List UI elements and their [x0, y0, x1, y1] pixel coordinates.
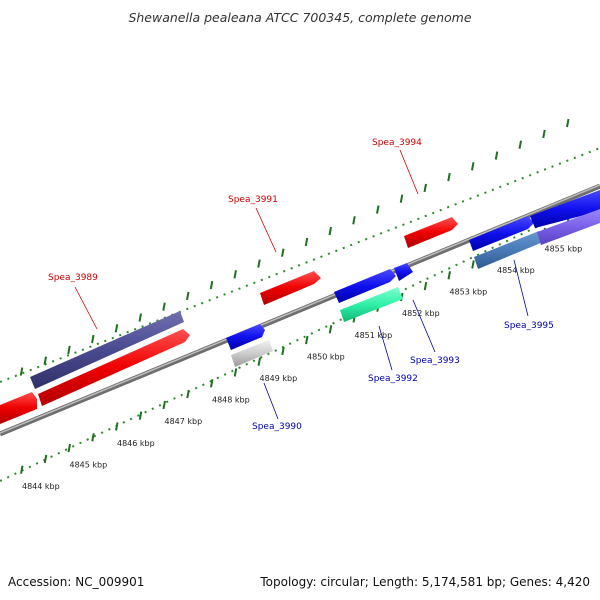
- lower-major-tick: [115, 422, 119, 431]
- gene-spea3992-upper[interactable]: [334, 269, 396, 303]
- upper-minor-tick: [566, 118, 570, 128]
- upper-major-tick: [494, 151, 499, 160]
- upper-minor-tick: [471, 162, 475, 171]
- map-title: Shewanella pealeana ATCC 700345, complet…: [128, 10, 472, 25]
- tick-label: 4853 kbp: [450, 288, 488, 297]
- upper-major-tick: [399, 194, 404, 203]
- lower-major-tick: [257, 357, 261, 366]
- leader-spea3990: [263, 382, 279, 420]
- leader-spea3992: [378, 325, 393, 371]
- gene-arrow-lavender-right[interactable]: [537, 209, 600, 245]
- upper-minor-tick: [328, 226, 332, 236]
- lower-ruler-dots: [0, 196, 600, 482]
- tick-label: 4844 kbp: [22, 482, 60, 491]
- label-spea3991[interactable]: Spea_3991: [228, 195, 278, 205]
- accession-text: Accession: NC_009901: [8, 575, 145, 589]
- upper-major-tick: [447, 172, 451, 182]
- upper-minor-tick: [233, 270, 237, 279]
- upper-ruler-dots: [0, 147, 600, 383]
- upper-minor-tick: [138, 313, 142, 322]
- upper-major-tick: [19, 367, 24, 376]
- lower-minor-tick: [138, 411, 143, 420]
- gene-spea3993[interactable]: [394, 263, 413, 281]
- upper-major-tick: [67, 345, 71, 355]
- upper-minor-tick: [281, 248, 285, 257]
- lower-major-tick: [447, 271, 451, 280]
- lower-major-tick: [210, 379, 214, 388]
- leader-spea3995: [513, 259, 529, 317]
- label-spea3994[interactable]: Spea_3994: [372, 138, 422, 148]
- label-spea3995[interactable]: Spea_3995: [504, 321, 554, 331]
- upper-major-tick: [257, 259, 261, 268]
- lower-minor-tick: [233, 368, 238, 377]
- gene-spea3994[interactable]: [404, 217, 458, 248]
- lower-minor-tick: [91, 433, 95, 442]
- label-spea3993[interactable]: Spea_3993: [410, 356, 460, 366]
- lower-minor-tick: [423, 281, 428, 291]
- tick-label: 4845 kbp: [70, 460, 108, 469]
- gene-spea3989-reverse[interactable]: [30, 311, 184, 389]
- upper-major-tick: [114, 324, 119, 333]
- ruler-tick-labels: 4844 kbp 4845 kbp 4846 kbp 4847 kbp 4848 kbp…: [22, 244, 582, 491]
- leader-spea3989: [74, 286, 98, 330]
- label-spea3990[interactable]: Spea_3990: [252, 422, 302, 432]
- upper-ruler-ticks: [19, 118, 570, 376]
- lower-major-tick: [305, 335, 309, 345]
- tick-label: 4851 kbp: [355, 331, 393, 340]
- lower-minor-tick: [43, 454, 48, 464]
- tick-label: 4849 kbp: [260, 374, 298, 383]
- leader-spea3991: [255, 207, 277, 253]
- leader-spea3993: [412, 299, 436, 353]
- gene-spea3995-upper[interactable]: [469, 216, 534, 251]
- genome-backbone-highlight: [0, 184, 600, 434]
- upper-major-tick: [542, 129, 546, 139]
- tick-label: 4854 kbp: [497, 266, 535, 275]
- lower-minor-tick: [328, 325, 333, 334]
- gene-spea3990-lower[interactable]: [231, 340, 273, 367]
- upper-minor-tick: [91, 334, 95, 344]
- upper-minor-tick: [43, 356, 47, 365]
- gene-arrow-blue-right[interactable]: [530, 190, 600, 228]
- upper-major-tick: [162, 302, 166, 311]
- upper-minor-tick: [423, 183, 427, 193]
- upper-minor-tick: [186, 291, 190, 301]
- upper-major-tick: [352, 216, 356, 225]
- upper-major-tick: [209, 280, 214, 290]
- upper-major-tick: [304, 237, 309, 247]
- gene-spea3991[interactable]: [260, 271, 321, 305]
- gene-spea3992-lower[interactable]: [340, 287, 403, 322]
- gene-spea3995-lower[interactable]: [474, 231, 543, 269]
- genome-backbone: [0, 183, 600, 437]
- gene-spea3990-upper[interactable]: [226, 324, 265, 350]
- gene-arrow-red-left[interactable]: [0, 392, 37, 424]
- lower-minor-tick: [471, 260, 475, 269]
- upper-minor-tick: [518, 140, 522, 149]
- tick-label: 4852 kbp: [402, 309, 440, 318]
- upper-minor-tick: [376, 205, 380, 214]
- lower-minor-tick: [186, 389, 190, 399]
- tick-label: 4847 kbp: [165, 417, 203, 426]
- genome-summary-text: Topology: circular; Length: 5,174,581 bp…: [260, 575, 590, 589]
- tick-label: 4850 kbp: [307, 352, 345, 361]
- label-spea3992[interactable]: Spea_3992: [368, 374, 418, 384]
- lower-major-tick: [67, 443, 71, 453]
- tick-label: 4848 kbp: [212, 396, 250, 405]
- lower-major-tick: [20, 465, 24, 474]
- tick-label: 4846 kbp: [117, 439, 155, 448]
- label-spea3989[interactable]: Spea_3989: [48, 273, 98, 283]
- gene-spea3989-forward[interactable]: [38, 329, 190, 406]
- tick-label: 4855 kbp: [545, 244, 583, 253]
- leader-spea3994: [399, 149, 419, 195]
- lower-minor-tick: [281, 346, 285, 356]
- lower-major-tick: [162, 400, 166, 410]
